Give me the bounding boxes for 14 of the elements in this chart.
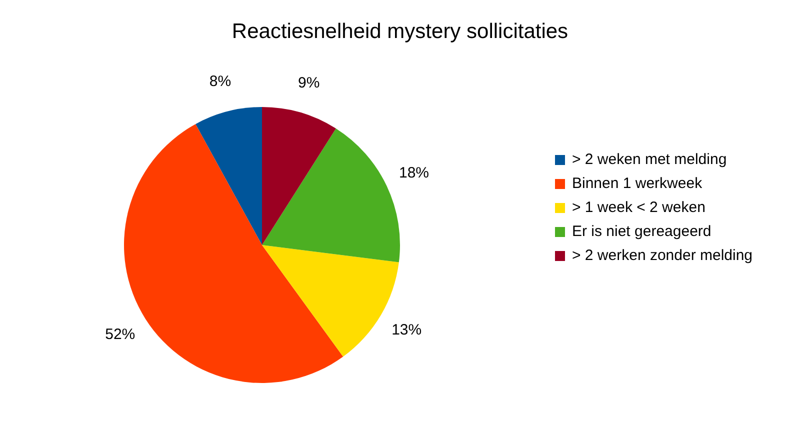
data-label: 52% bbox=[105, 326, 136, 343]
pie-slice bbox=[196, 107, 262, 245]
pie-slice bbox=[262, 107, 336, 245]
data-label: 18% bbox=[398, 164, 430, 182]
legend-label: Er is niet gereageerd bbox=[572, 222, 712, 240]
data-label: 9% bbox=[298, 74, 320, 92]
legend-label: > 2 werken zonder melding bbox=[572, 246, 753, 264]
legend-label: Binnen 1 werkweek bbox=[572, 174, 703, 192]
pie-slice bbox=[262, 128, 400, 262]
data-label: 13% bbox=[392, 321, 422, 338]
data-label: 8% bbox=[209, 73, 232, 90]
legend-label: > 1 week < 2 weken bbox=[572, 198, 706, 216]
legend-label: > 2 weken met melding bbox=[572, 150, 727, 168]
chart-title: Reactiesnelheid mystery sollicitaties bbox=[232, 20, 568, 43]
